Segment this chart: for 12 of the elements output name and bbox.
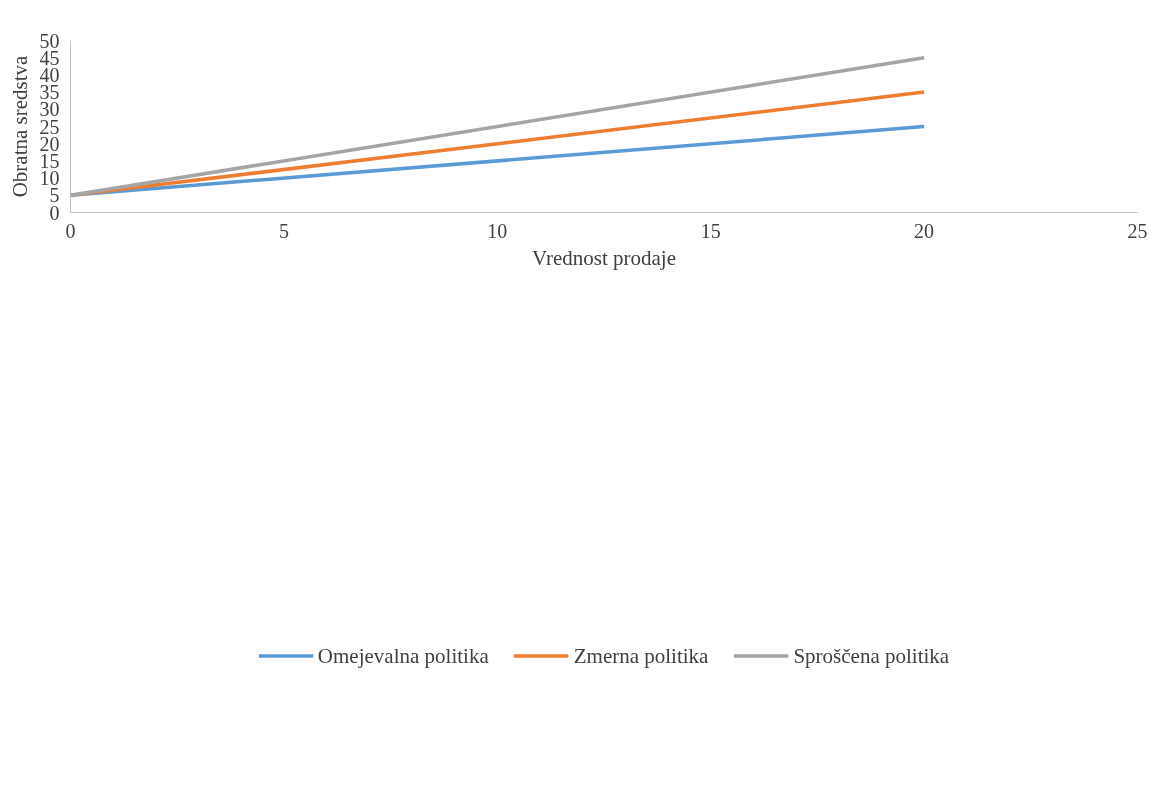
x-tick-label: 10	[487, 219, 508, 242]
legend-label: Zmerna politika	[573, 643, 709, 669]
y-axis-title: Obratna sredstva	[7, 54, 32, 198]
x-tick-label: 5	[278, 219, 289, 242]
x-tick-label: 25	[1127, 219, 1148, 242]
x-tick-label: 0	[65, 219, 76, 242]
y-tick-label: 50	[39, 29, 60, 52]
legend-label: Omejevalna politika	[317, 643, 489, 669]
legend-label: Sproščena politika	[793, 643, 950, 669]
x-tick-label: 15	[700, 219, 721, 242]
x-tick-label: 20	[914, 219, 935, 242]
x-axis-title: Vrednost prodaje	[532, 245, 676, 270]
